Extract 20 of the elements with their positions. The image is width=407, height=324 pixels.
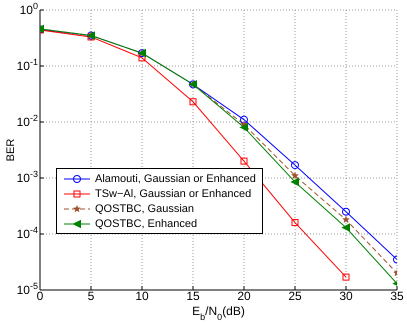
x-tick-label: 5	[88, 289, 95, 303]
y-tick-label: 10$^{-5}$	[16, 281, 38, 297]
x-tick-label: 35	[390, 289, 404, 303]
x-tick-label: 20	[237, 289, 251, 303]
legend-label: QOSTBC, Enhanced	[95, 218, 198, 230]
x-tick-label: 25	[288, 289, 302, 303]
y-tick-label: 10$^{-3}$	[16, 169, 38, 185]
x-tick-label: 30	[339, 289, 353, 303]
y-axis-title: BER	[5, 138, 17, 162]
y-tick-label: 10$^{-4}$	[16, 225, 38, 241]
y-tick-label: 10$^{-1}$	[16, 57, 38, 73]
legend-label: TSw−Al, Gaussian or Enhanced	[95, 188, 252, 200]
x-axis-title: E$_{b}$/N$_{0}$(dB)	[192, 304, 245, 322]
x-tick-label: 0	[36, 289, 44, 303]
y-tick-label: 10$^{-2}$	[16, 113, 38, 129]
legend-label: Alamouti, Gaussian or Enhanced	[95, 172, 256, 184]
legend-label: QOSTBC, Gaussian	[95, 202, 194, 214]
y-tick-label: 10$^{0}$	[20, 1, 38, 17]
x-tick-label: 10	[135, 289, 149, 303]
x-tick-label: 15	[186, 289, 200, 303]
